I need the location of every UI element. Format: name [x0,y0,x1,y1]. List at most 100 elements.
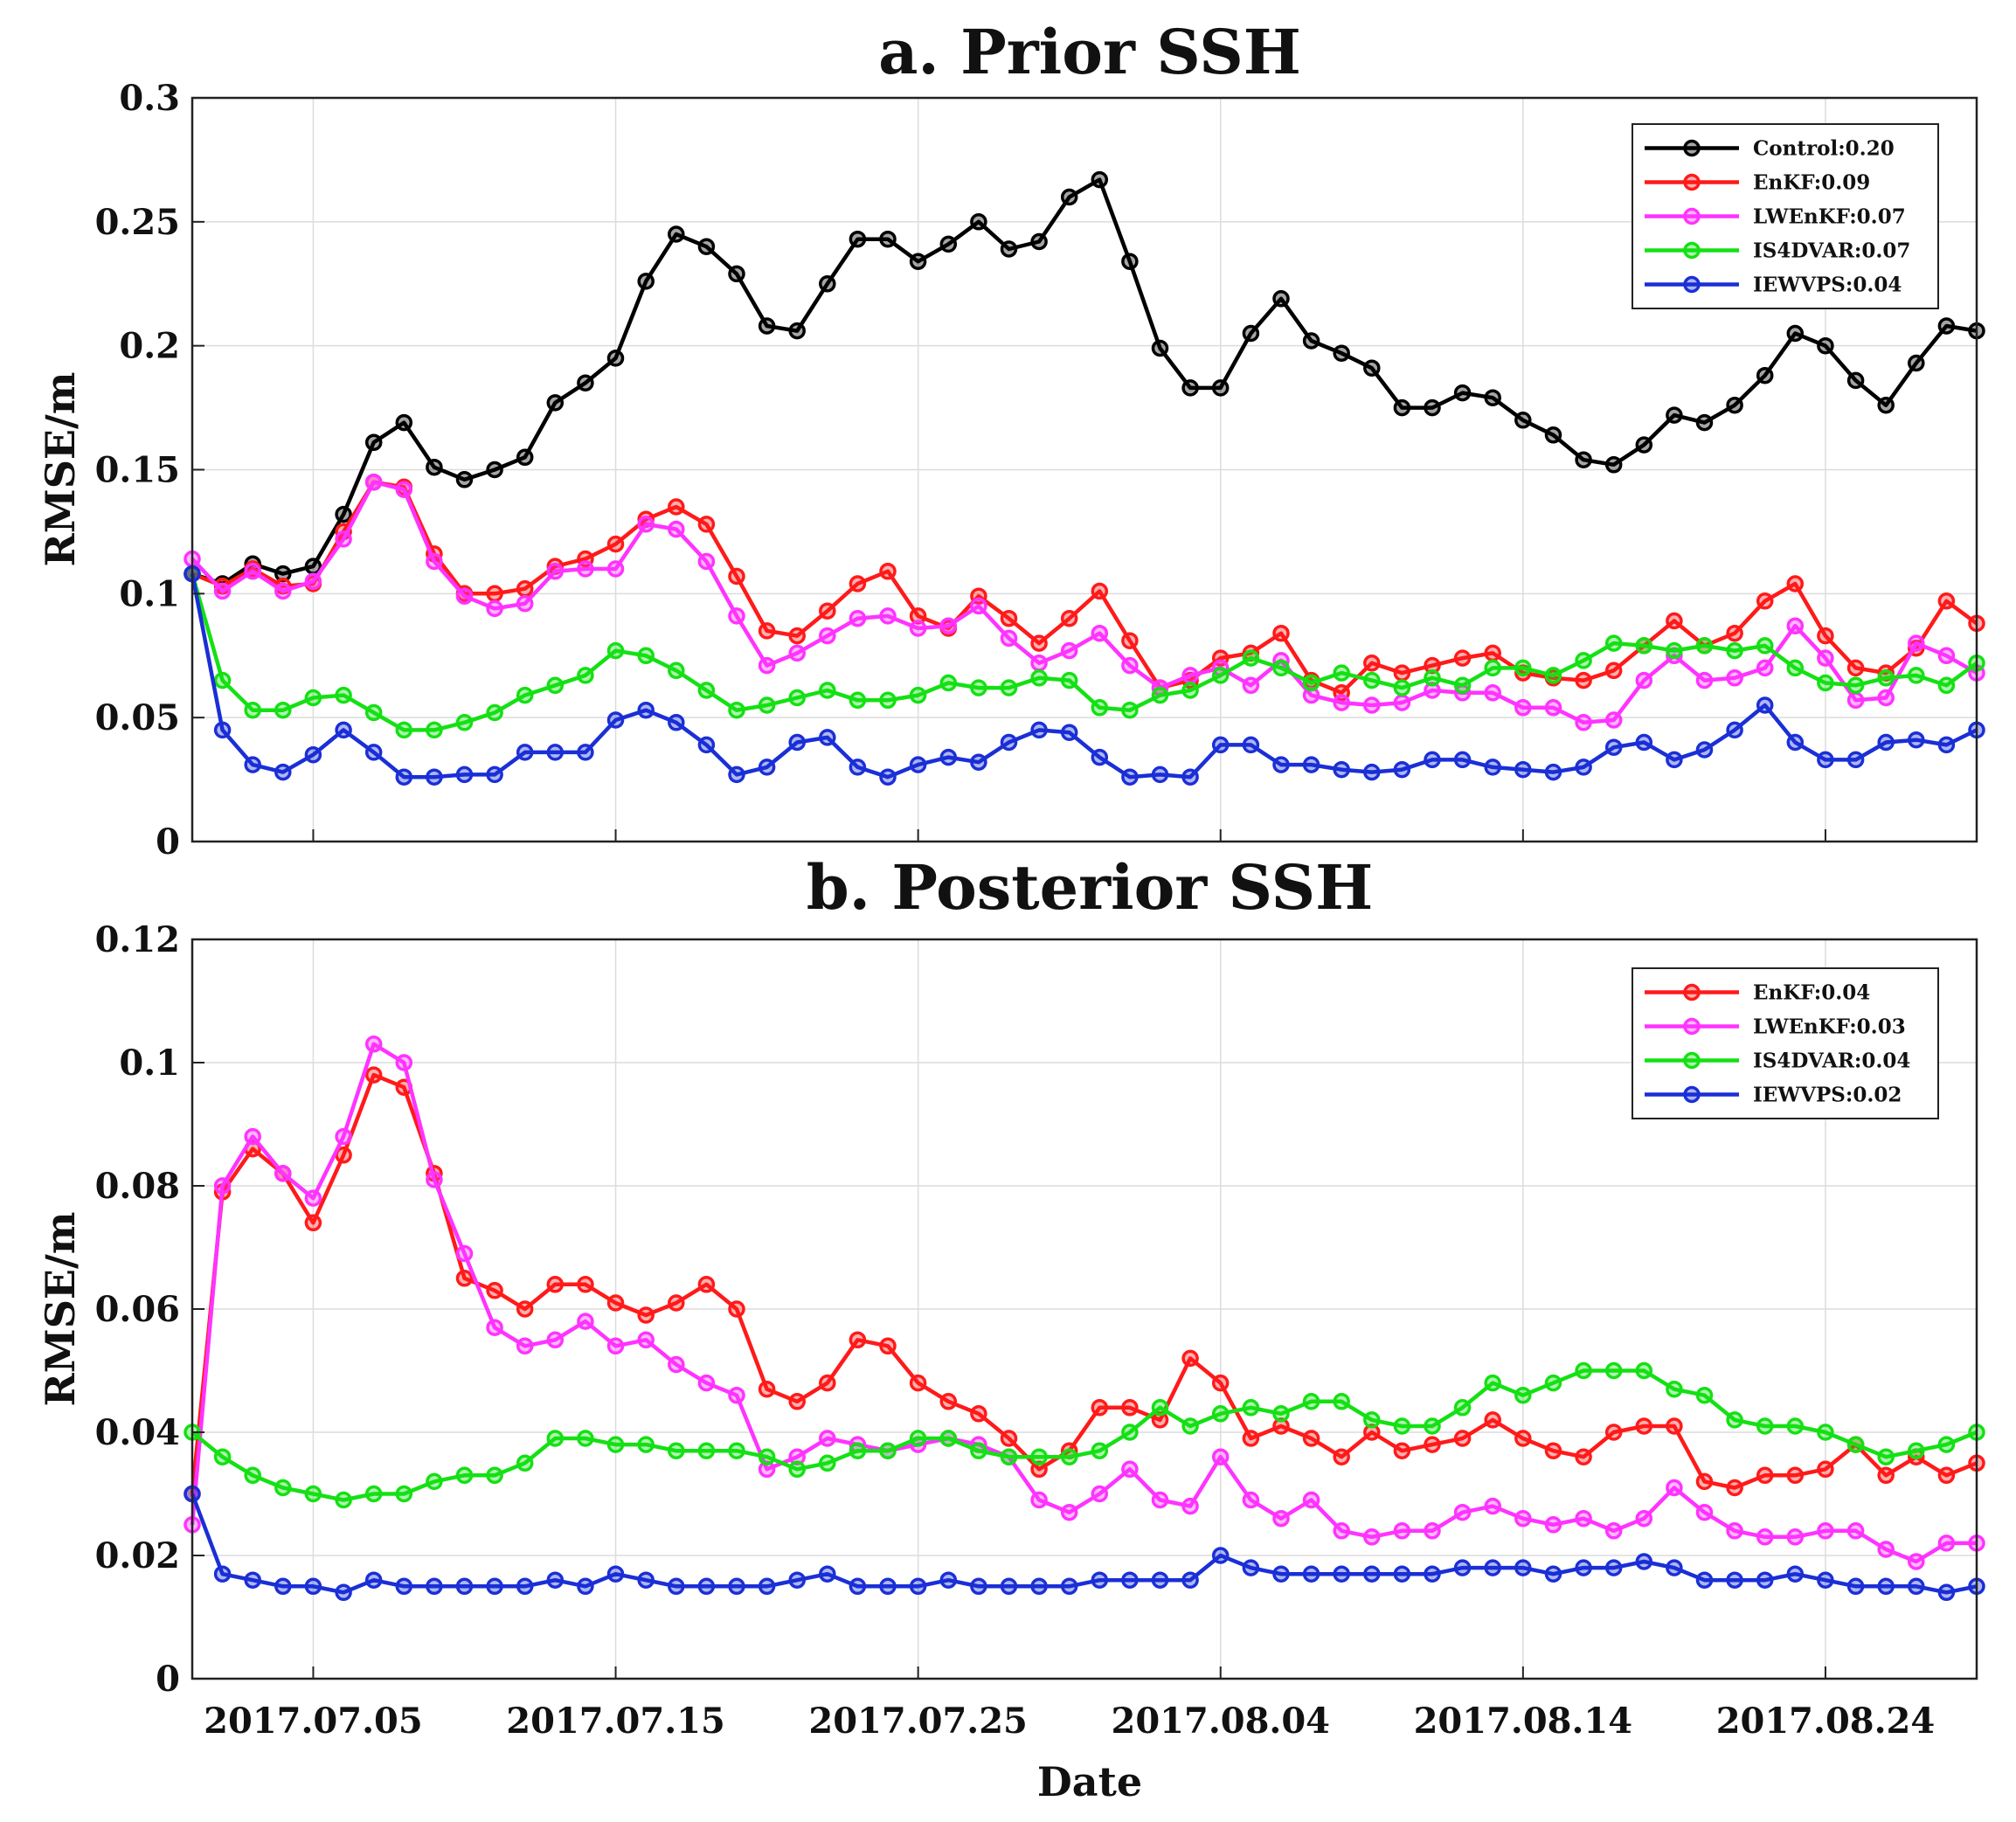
data-point [1424,1417,1441,1435]
data-point [1424,1522,1441,1540]
data-point [1060,671,1078,689]
data-point [455,1466,474,1485]
data-point [1272,290,1290,308]
data-point [1151,1491,1169,1509]
data-point [1091,170,1109,189]
data-point [819,682,836,699]
x-tick-label: 2017.07.15 [506,1701,725,1742]
series-lwenkf [184,473,1985,731]
x-tick-label: 2017.08.14 [1414,1701,1633,1742]
data-point [606,535,625,553]
data-point [1544,1565,1562,1583]
data-point [364,1571,383,1589]
legend-label: IS4DVAR:0.04 [1753,1050,1910,1073]
data-point [1726,669,1743,687]
data-point [486,1466,503,1485]
legend-label: LWEnKF:0.03 [1753,1015,1906,1039]
data-point [516,1300,534,1318]
data-point [788,644,806,662]
series-line [190,573,1978,779]
legend-swatch-marker [1683,173,1701,191]
data-point [1756,1466,1774,1485]
data-point [1786,1466,1805,1485]
data-point [939,1430,958,1447]
data-point [637,516,655,533]
data-point [1272,1509,1290,1528]
data-point [486,599,503,618]
data-point [244,1571,261,1589]
data-point [909,620,927,637]
data-point [1575,1559,1592,1576]
data-point [1151,1399,1169,1417]
data-point [1695,1472,1714,1491]
data-point [1756,637,1774,655]
data-point [1363,359,1381,377]
data-point [1575,451,1592,468]
data-point [1363,763,1381,781]
data-point [577,1430,594,1447]
data-point [1726,1479,1743,1497]
data-point [1333,1522,1350,1540]
data-point [1575,1448,1592,1465]
data-point [1877,733,1895,752]
data-point [819,627,836,645]
data-point [455,471,474,488]
data-point [1333,1393,1350,1410]
data-point [1908,1442,1925,1459]
data-point [274,1479,292,1497]
data-point [577,744,594,761]
data-point [1604,662,1623,680]
data-point [909,686,927,704]
data-point [1877,396,1895,414]
data-point [849,609,867,627]
data-point [1242,1559,1260,1576]
data-point [1756,1417,1774,1435]
data-point [1091,699,1109,717]
data-point [697,1442,716,1459]
x-tick-label: 2017.07.25 [808,1701,1028,1742]
data-point [909,607,927,625]
data-point [758,1380,776,1398]
data-point [1786,1528,1805,1546]
legend-entry: IS4DVAR:0.04 [1645,1050,1910,1073]
data-point [1666,751,1683,769]
data-point [1060,724,1078,741]
data-point [1030,721,1048,739]
data-point [1181,1497,1199,1515]
data-point [1817,1460,1834,1479]
data-point [1060,1503,1078,1521]
data-point [1363,655,1381,672]
data-point [970,1577,987,1596]
data-point [1726,1571,1743,1589]
data-point [758,1577,776,1596]
data-point [1846,1577,1865,1596]
data-point [637,647,655,665]
data-point [1544,426,1562,444]
data-point [1604,1361,1623,1380]
data-point [1393,1442,1411,1459]
data-point [1091,1442,1109,1459]
data-point [1786,324,1805,343]
data-point [516,744,534,761]
data-point [1211,1547,1230,1564]
data-point [1786,733,1805,752]
data-point [758,1460,776,1479]
data-point [546,1430,565,1447]
data-point [728,1300,745,1318]
data-point [939,1393,958,1410]
y-tick-label: 0 [156,821,180,863]
data-point [1817,674,1834,692]
data-point [1695,413,1714,432]
chart-title-b: b. Posterior SSH [807,851,1374,924]
data-point [577,1276,594,1293]
data-point [1908,731,1925,749]
plot-frame-b [191,938,1978,1680]
data-point [879,607,897,625]
data-point [1272,659,1290,677]
data-point [1121,1399,1139,1417]
data-point [1242,1399,1260,1417]
data-point [213,671,232,689]
data-point [668,662,685,680]
data-point [1544,1374,1562,1392]
data-point [1575,1361,1592,1380]
